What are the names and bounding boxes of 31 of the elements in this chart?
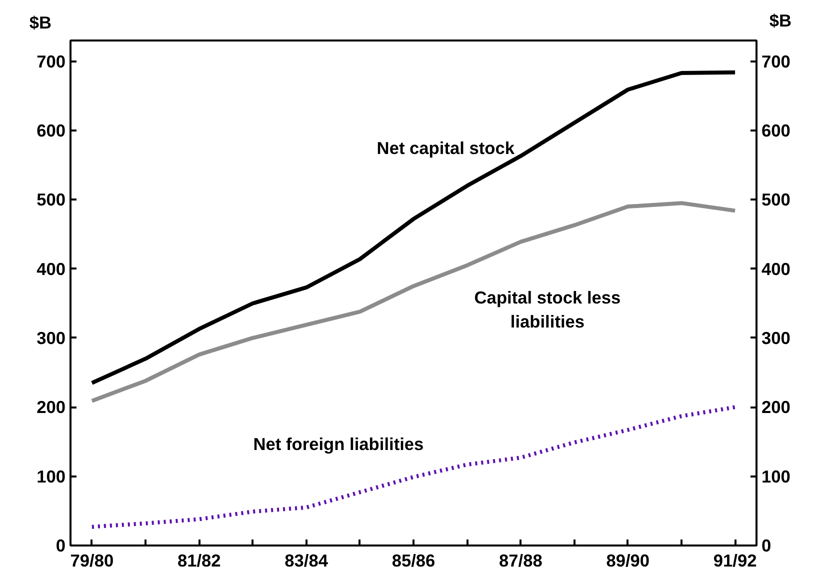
y2-tick-label: 100 <box>762 466 790 486</box>
y-tick-label: 0 <box>56 536 66 556</box>
y-tick-label: 700 <box>36 51 66 72</box>
x-tick-label: 83/84 <box>284 550 328 570</box>
line-series <box>90 70 738 385</box>
y2-tick-label: 200 <box>762 397 790 418</box>
y2-tick-label: 0 <box>762 536 772 556</box>
x-tick-label: 85/86 <box>392 550 436 570</box>
y-tick-label: 400 <box>36 258 66 279</box>
y2-tick-label: 600 <box>762 120 790 140</box>
x-tick-label: 87/88 <box>499 550 543 570</box>
y2-tick-label: 700 <box>762 51 790 72</box>
series-label: Net foreign liabilities <box>253 434 424 454</box>
line-series <box>90 201 738 403</box>
y2-tick-label: 400 <box>762 258 790 279</box>
x-tick-label: 81/82 <box>177 550 221 570</box>
y-tick-label: 300 <box>36 328 66 348</box>
x-tick-label: 89/90 <box>606 550 650 570</box>
y-axis-title: $B <box>29 12 52 32</box>
y-tick-label: 100 <box>36 466 66 486</box>
y-tick-label: 500 <box>36 190 66 210</box>
y2-tick-label: 300 <box>762 328 790 348</box>
y2-tick-label: 500 <box>762 190 790 210</box>
series-label: Capital stock less liabilities <box>474 288 621 332</box>
y-tick-label: 600 <box>36 120 66 140</box>
line-series <box>90 405 738 529</box>
x-tick-label: 91/92 <box>713 550 757 570</box>
series-label: Net capital stock <box>376 138 515 158</box>
y2-axis-title: $B <box>769 10 792 30</box>
y-tick-label: 200 <box>36 397 66 418</box>
x-tick-label: 79/80 <box>70 550 114 570</box>
